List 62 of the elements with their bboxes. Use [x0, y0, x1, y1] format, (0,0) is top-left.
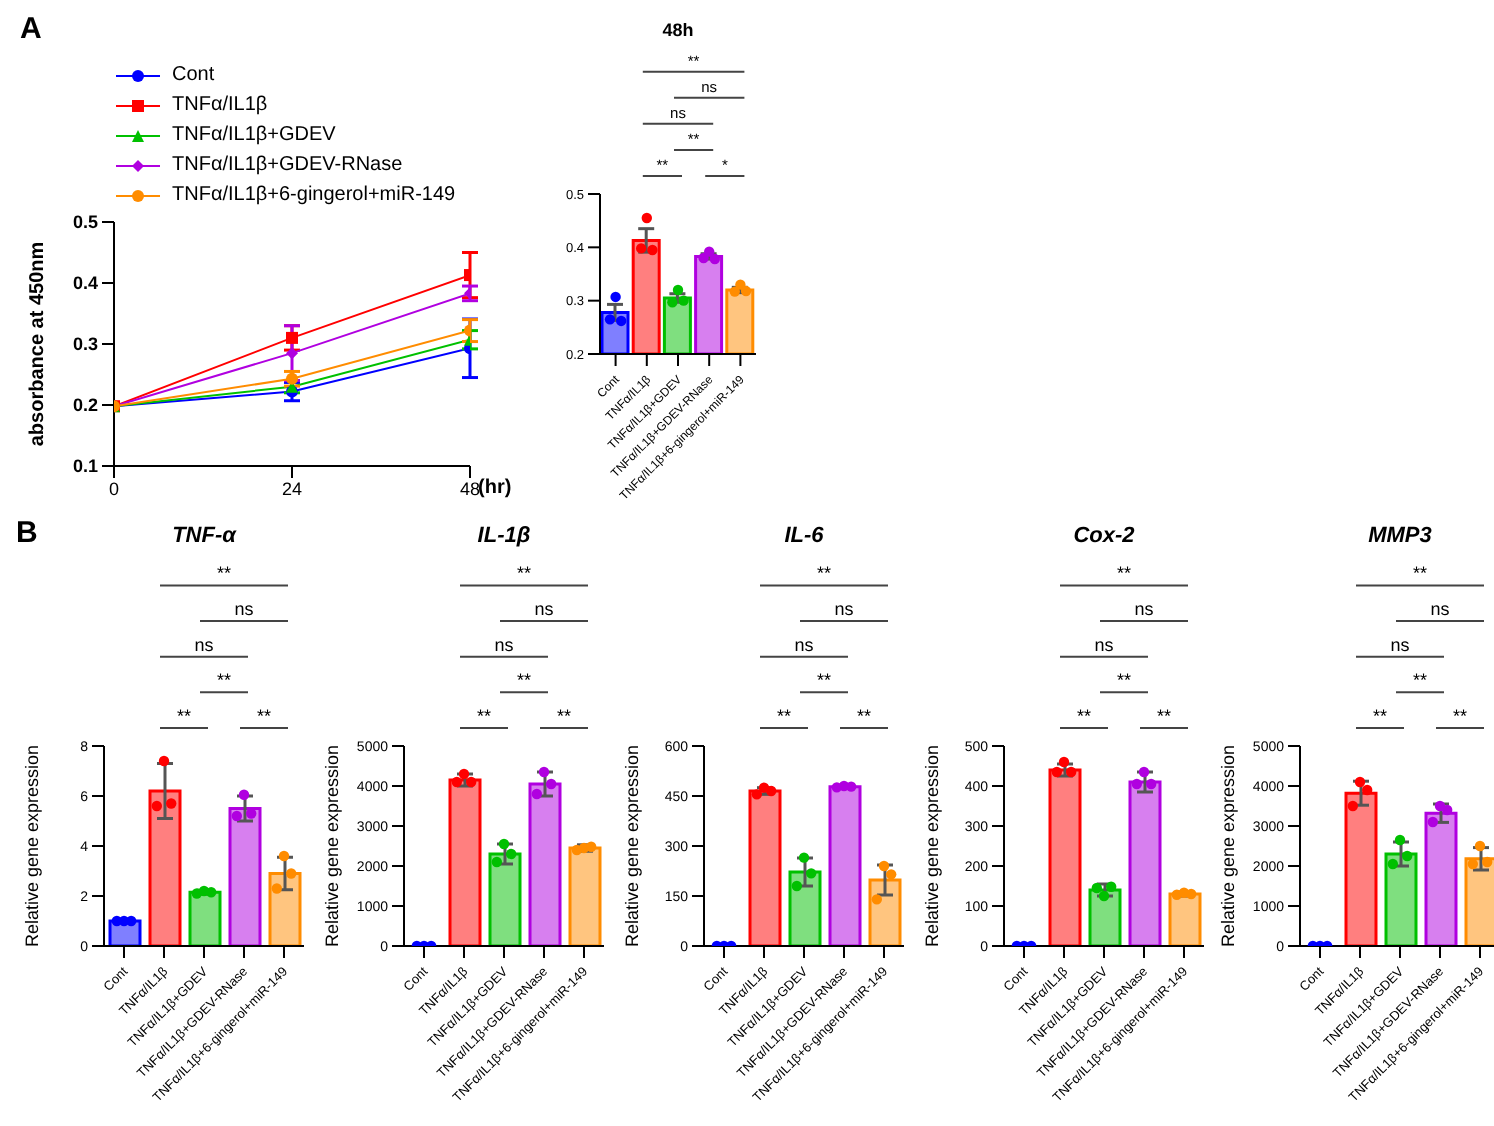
significance-bracket: ns [799, 599, 889, 623]
bar [788, 870, 822, 946]
significance-bracket: ** [459, 563, 589, 587]
significance-bracket: ** [459, 706, 509, 729]
legend-label: Cont [172, 64, 215, 86]
chart-title: TNF-α [170, 524, 239, 548]
chart-title: IL-6 [782, 524, 826, 548]
legend-label: TNFα/IL1β+GDEV [172, 124, 336, 146]
bar [228, 807, 262, 946]
significance-bracket: ns [759, 634, 849, 658]
legend-label: TNFα/IL1β [172, 94, 268, 116]
bar [148, 789, 182, 946]
significance-bracket: ** [1355, 706, 1405, 729]
legend-label: TNFα/IL1β+GDEV-RNase [172, 154, 403, 176]
significance-bracket: ** [1355, 563, 1485, 587]
y-tick-label: 0.3 [72, 334, 98, 355]
chart-title: Cox-2 [1071, 524, 1137, 548]
significance-bracket: ** [159, 706, 209, 729]
significance-bracket: ** [199, 670, 249, 694]
chart-title: IL-1β [475, 524, 533, 548]
significance-bracket: ** [1395, 670, 1445, 694]
x-axis-title: (hr) [478, 477, 512, 500]
significance-bracket: ns [159, 634, 249, 658]
chart-title: MMP3 [1366, 524, 1434, 548]
significance-bracket: ** [839, 706, 889, 729]
y-axis-title: Relative gene expression [322, 744, 343, 948]
significance-bracket: ** [759, 706, 809, 729]
x-tick-label: 48 [459, 478, 481, 499]
bar [1384, 852, 1418, 946]
significance-bracket: ns [1059, 634, 1149, 658]
significance-bracket: ns [459, 634, 549, 658]
significance-bracket: ns [199, 599, 289, 623]
y-tick-label: 0.2 [72, 395, 98, 416]
y-tick-label: 0.1 [72, 456, 98, 477]
x-tick-label: 0 [108, 478, 120, 499]
significance-bracket: ns [1099, 599, 1189, 623]
significance-bracket: ns [1355, 634, 1445, 658]
y-axis-title: Relative gene expression [622, 744, 643, 948]
y-tick-label: 0.5 [72, 212, 98, 233]
significance-bracket: ** [1435, 706, 1485, 729]
y-tick-label: 0.4 [72, 273, 98, 294]
significance-bracket: ** [499, 670, 549, 694]
text: B [16, 516, 38, 550]
significance-bracket: ** [799, 670, 849, 694]
x-tick-label: 24 [281, 478, 303, 499]
significance-bracket: ** [1059, 706, 1109, 729]
significance-bracket: ** [1099, 670, 1149, 694]
significance-bracket: ** [539, 706, 589, 729]
significance-bracket: ** [239, 706, 289, 729]
y-axis-title: Relative gene expression [1218, 744, 1239, 948]
significance-bracket: ** [759, 563, 889, 587]
significance-bracket: ** [1139, 706, 1189, 729]
significance-bracket: ** [1059, 563, 1189, 587]
y-axis-title: Relative gene expression [22, 744, 43, 948]
chart-title: 48h [660, 20, 696, 40]
legend-label: TNFα/IL1β+6-gingerol+miR-149 [172, 184, 456, 206]
text: A [20, 14, 42, 46]
significance-bracket: ns [499, 599, 589, 623]
significance-bracket: ** [159, 563, 289, 587]
significance-bracket: ns [1395, 599, 1485, 623]
y-axis-title: Relative gene expression [922, 744, 943, 948]
y-axis-title: absorbance at 450nm [27, 241, 50, 447]
